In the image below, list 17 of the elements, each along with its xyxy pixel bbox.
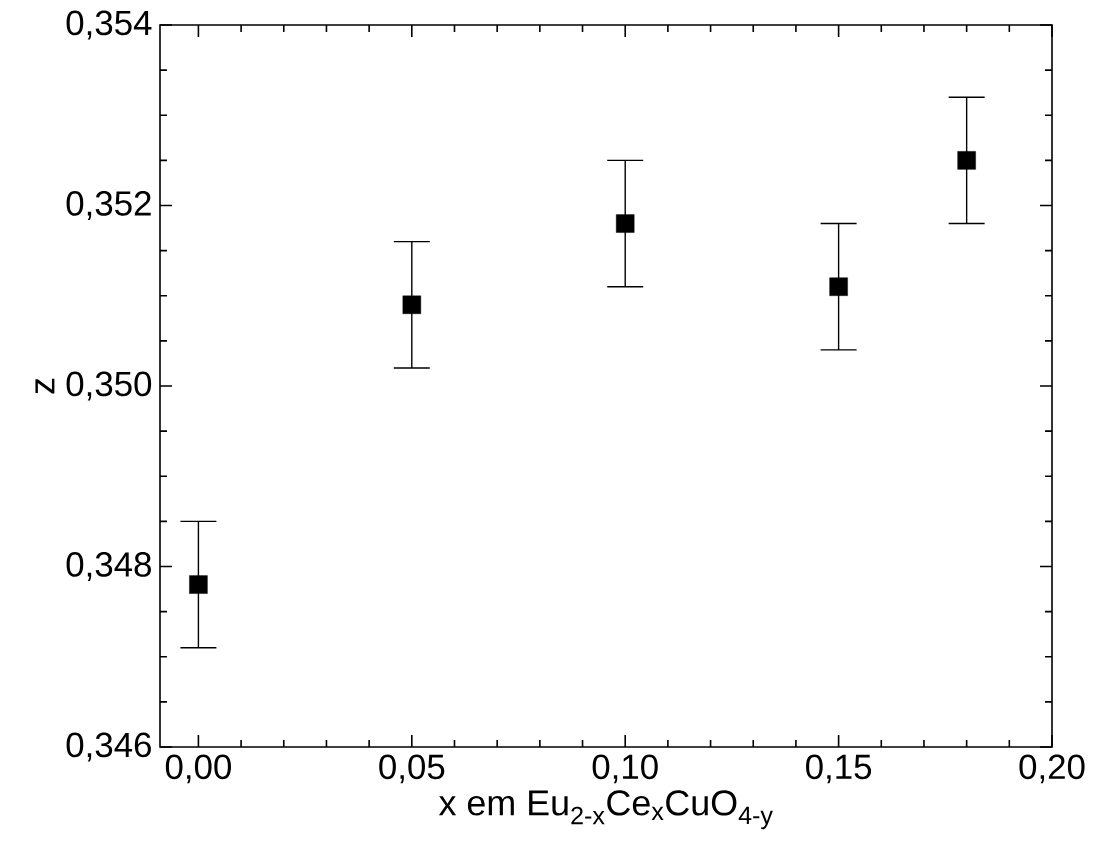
y-tick-label: 0,354 [66, 10, 152, 40]
x-tick-label: 0,15 [806, 754, 872, 784]
x-axis-title: x em Eu$_{2-x}$Ce$_{x}$CuO$_{4-y}$ [438, 790, 773, 830]
x-tick-label: 0,10 [592, 754, 658, 784]
point [957, 151, 976, 170]
y-tick-label: 0,350 [66, 371, 152, 401]
x-tick-label: 0,00 [165, 754, 231, 784]
y-axis-title: z [35, 378, 55, 394]
y-tick-label: 0,346 [66, 732, 151, 762]
x-tick-label: 0,05 [379, 754, 445, 784]
point [616, 214, 635, 233]
y-tick-label: 0,352 [66, 191, 151, 220]
y-tick-label: 0,348 [66, 552, 151, 581]
point [402, 295, 422, 314]
point [189, 575, 208, 594]
x-tick-label: 0,20 [1019, 754, 1085, 784]
point [829, 277, 848, 296]
